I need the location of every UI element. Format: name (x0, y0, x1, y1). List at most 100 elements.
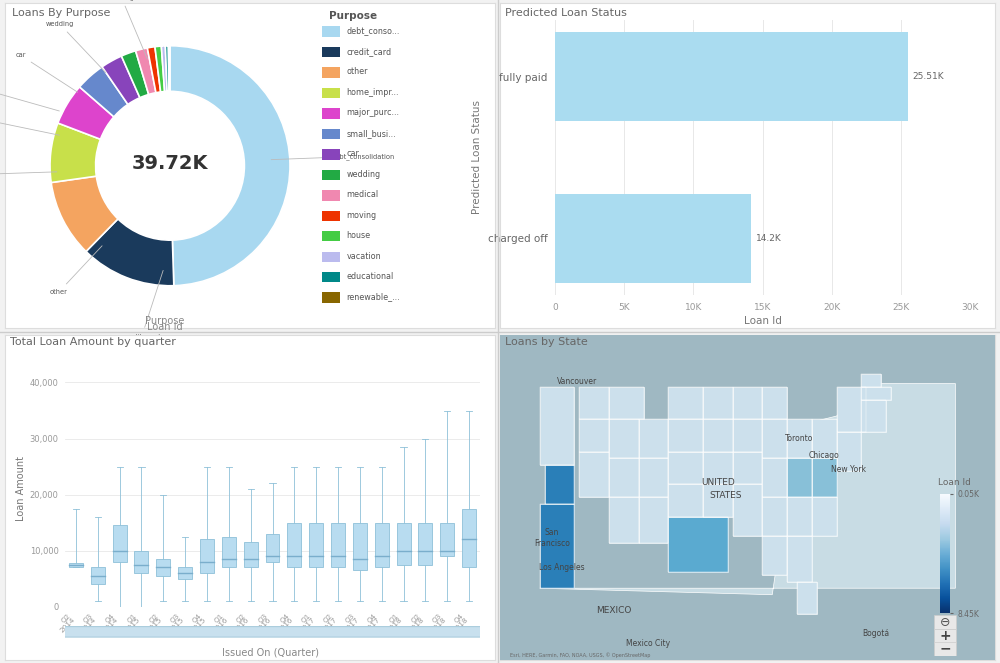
Bar (762, 387, 787, 419)
Wedge shape (165, 46, 169, 91)
Text: 39.72K: 39.72K (132, 154, 208, 173)
Text: UNITED: UNITED (701, 478, 735, 487)
Wedge shape (168, 46, 170, 91)
Bar (266, 534, 279, 562)
Bar (540, 504, 574, 588)
Bar (353, 522, 367, 570)
FancyBboxPatch shape (59, 627, 486, 637)
Bar (579, 452, 609, 497)
Bar (418, 522, 432, 565)
Bar (322, 211, 340, 221)
Text: other: other (347, 68, 368, 76)
Text: wedding: wedding (46, 21, 106, 72)
Text: small_busi...: small_busi... (347, 129, 396, 138)
Bar (639, 458, 668, 497)
Bar (639, 497, 668, 543)
Bar (733, 387, 762, 419)
Bar (200, 540, 214, 573)
Text: car: car (347, 149, 359, 158)
Bar (762, 419, 787, 458)
Bar (134, 550, 148, 573)
Bar (861, 400, 886, 432)
Bar (733, 452, 762, 484)
Bar (837, 432, 861, 471)
X-axis label: Loan Id: Loan Id (744, 316, 781, 326)
Bar (609, 458, 639, 497)
Bar (787, 497, 812, 536)
Bar (540, 387, 574, 465)
Bar (540, 387, 574, 465)
Bar (762, 497, 787, 536)
Bar (113, 525, 127, 562)
Bar (668, 452, 703, 484)
Bar (733, 484, 762, 536)
Bar (733, 484, 762, 536)
Wedge shape (51, 176, 118, 251)
Bar (797, 581, 817, 614)
Bar (668, 516, 728, 572)
Text: debt_consolidation: debt_consolidation (271, 152, 395, 160)
Bar (287, 522, 301, 568)
Text: STATES: STATES (709, 491, 741, 500)
Bar (787, 536, 812, 581)
Text: medical: medical (347, 190, 379, 199)
Text: home_improvement: home_improvement (0, 172, 57, 179)
Bar (861, 387, 891, 400)
Text: Issued On (Quarter): Issued On (Quarter) (222, 647, 318, 657)
Bar (762, 536, 787, 575)
Bar (861, 387, 891, 400)
Bar (322, 129, 340, 139)
Bar (322, 292, 340, 303)
Bar (762, 536, 787, 575)
Text: major_purc...: major_purc... (347, 108, 400, 117)
Bar (178, 568, 192, 579)
Bar (375, 522, 389, 568)
Text: vacation: vacation (347, 251, 381, 261)
Bar (322, 149, 340, 160)
Bar (787, 536, 812, 581)
Text: Esri, HERE, Garmin, FAO, NOAA, USGS, © OpenStreetMap: Esri, HERE, Garmin, FAO, NOAA, USGS, © O… (510, 652, 650, 658)
Bar (609, 497, 639, 543)
Polygon shape (540, 383, 955, 595)
Text: small_business: small_business (0, 81, 59, 111)
Bar (787, 458, 812, 497)
Bar (579, 419, 609, 452)
Bar (703, 387, 733, 419)
Bar (733, 419, 762, 452)
Bar (222, 536, 236, 568)
Text: car: car (16, 52, 78, 92)
Bar (555, 32, 908, 121)
Bar (762, 458, 787, 497)
Bar (668, 387, 703, 419)
Text: renewable_...: renewable_... (347, 292, 400, 302)
Text: debt_conso...: debt_conso... (347, 27, 400, 35)
Bar (668, 387, 703, 419)
Bar (837, 432, 861, 471)
Bar (787, 419, 812, 458)
Bar (812, 497, 837, 536)
Bar (440, 522, 454, 556)
Bar (322, 27, 340, 36)
Text: Los Angeles: Los Angeles (539, 563, 585, 572)
FancyBboxPatch shape (934, 629, 956, 642)
Bar (703, 419, 733, 452)
Bar (331, 522, 345, 568)
Bar (639, 419, 668, 458)
Bar (787, 458, 812, 497)
Bar (322, 88, 340, 98)
Bar (812, 419, 837, 458)
Bar (579, 452, 609, 497)
Text: credit_card: credit_card (347, 47, 392, 56)
Text: Purpose: Purpose (329, 11, 377, 21)
Bar (609, 497, 639, 543)
Bar (861, 374, 881, 387)
Text: −: − (939, 642, 951, 656)
Wedge shape (136, 48, 156, 94)
Bar (797, 581, 817, 614)
Bar (668, 452, 703, 484)
FancyBboxPatch shape (934, 642, 956, 656)
Bar (837, 387, 866, 432)
Bar (787, 419, 812, 458)
Bar (579, 419, 609, 452)
Bar (733, 419, 762, 452)
